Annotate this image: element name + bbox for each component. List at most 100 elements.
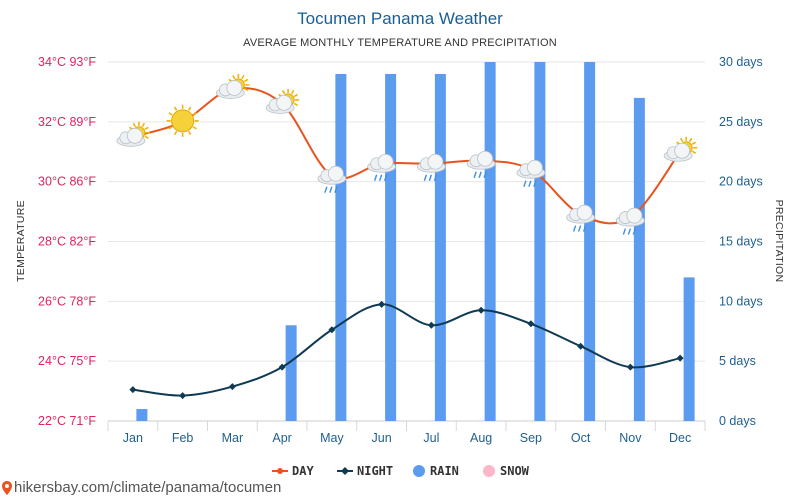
rain-bar: [434, 73, 446, 421]
source-text: hikersbay.com/climate/panama/tocumen: [14, 479, 282, 496]
sun-ray: [187, 106, 192, 111]
legend-item-snow: SNOW: [483, 464, 530, 478]
sun-ray: [688, 137, 693, 143]
night-point: [278, 363, 286, 371]
night-point: [477, 306, 485, 314]
cloud-puff: [327, 165, 344, 182]
x-tick-label: Jun: [372, 431, 392, 445]
rain-drop: [523, 180, 527, 187]
right-tick-label: 10 days: [719, 294, 763, 308]
left-axis-title: TEMPERATURE: [15, 200, 27, 282]
partly-sunny-icon: [116, 121, 150, 147]
map-pin-icon: [2, 480, 12, 495]
sun-ray: [293, 102, 299, 107]
sun-ray: [241, 74, 245, 80]
rain-drop: [627, 228, 632, 235]
rain-bar: [683, 277, 695, 421]
night-point: [129, 386, 137, 394]
x-tick-label: Jan: [123, 431, 143, 445]
sun-ray: [679, 137, 684, 143]
left-tick-label: 30°C 86°F: [38, 175, 96, 189]
rain-drop: [383, 174, 388, 181]
right-tick-label: 0 days: [719, 414, 756, 428]
legend-item-night: NIGHT: [337, 464, 393, 478]
x-tick-label: Dec: [669, 431, 691, 445]
left-tick-label: 22°C 71°F: [38, 414, 96, 428]
right-tick-label: 20 days: [719, 175, 763, 189]
sunny-icon: [166, 104, 199, 137]
partly-sunny-icon: [265, 88, 300, 114]
partly-sunny-icon: [215, 73, 250, 99]
night-point: [179, 392, 187, 400]
rain-icon: [317, 165, 347, 193]
rain-icon: [416, 153, 446, 181]
sun-ray: [232, 74, 236, 80]
chart-subtitle: AVERAGE MONTHLY TEMPERATURE AND PRECIPIT…: [243, 37, 557, 49]
rain-drop: [577, 225, 582, 232]
legend-marker: [277, 468, 283, 474]
legend-swatch-dot: [413, 465, 425, 477]
rain-drop: [483, 171, 487, 178]
sun-ray: [192, 112, 197, 116]
left-tick-label: 32°C 89°F: [38, 115, 96, 129]
cloud-puff: [276, 94, 293, 111]
rain-bars: [136, 62, 695, 422]
left-tick-label: 26°C 78°F: [38, 294, 96, 308]
rain-icon: [615, 207, 645, 235]
legend: DAY NIGHT RAIN SNOW: [272, 464, 530, 478]
rain-drop: [632, 228, 637, 235]
x-tick-label: Aug: [470, 431, 492, 445]
x-tick-label: Feb: [172, 431, 194, 445]
rain-bar: [584, 62, 596, 421]
rain-drop: [423, 174, 428, 181]
sun-ray: [173, 106, 178, 111]
rain-icon: [466, 150, 496, 178]
sun-ray: [168, 126, 173, 130]
cloud-puff: [226, 80, 243, 96]
sun-ray: [691, 150, 697, 154]
x-tick-label: Oct: [571, 431, 591, 445]
rain-drop: [428, 174, 433, 181]
night-point: [427, 321, 435, 329]
x-tick-label: Mar: [222, 431, 244, 445]
night-point: [378, 300, 386, 308]
left-tick-label: 28°C 82°F: [38, 235, 96, 249]
sun-ray: [244, 78, 249, 83]
legend-swatch-dot: [483, 465, 495, 477]
sun-ray: [173, 130, 178, 136]
x-tick-label: Sep: [520, 431, 542, 445]
sun-ray: [132, 122, 137, 128]
cloud-puff: [477, 150, 494, 167]
legend-label: RAIN: [430, 464, 459, 478]
night-point: [626, 363, 634, 371]
rain-drop: [572, 225, 577, 232]
rain-drop: [373, 174, 378, 181]
rain-drop: [528, 180, 532, 187]
sun-disc: [171, 109, 195, 133]
x-tick-label: Nov: [619, 431, 642, 445]
right-tick-label: 30 days: [719, 55, 763, 69]
sun-ray: [290, 89, 295, 95]
night-point: [228, 383, 236, 391]
left-tick-label: 34°C 93°F: [38, 55, 96, 69]
sun-ray: [144, 126, 149, 130]
rain-bar: [385, 73, 397, 421]
cloud-puff: [526, 159, 543, 176]
rain-icon: [367, 153, 397, 181]
partly-sunny-icon: [663, 136, 698, 162]
rain-drop: [478, 171, 482, 178]
cloud-puff: [576, 204, 593, 221]
legend-label: DAY: [292, 464, 314, 478]
rain-bar: [335, 73, 347, 421]
sun-ray: [192, 126, 197, 130]
source-link[interactable]: hikersbay.com/climate/panama/tocumen: [2, 479, 281, 496]
chart-title: Tocumen Panama Weather: [297, 9, 503, 28]
rain-bar: [285, 325, 297, 421]
sun-ray: [244, 87, 249, 92]
series-line-night: [132, 303, 681, 397]
x-tick-label: May: [320, 431, 344, 445]
rain-icon: [516, 159, 546, 187]
right-tick-label: 15 days: [719, 235, 763, 249]
series-line-day: [132, 86, 681, 225]
